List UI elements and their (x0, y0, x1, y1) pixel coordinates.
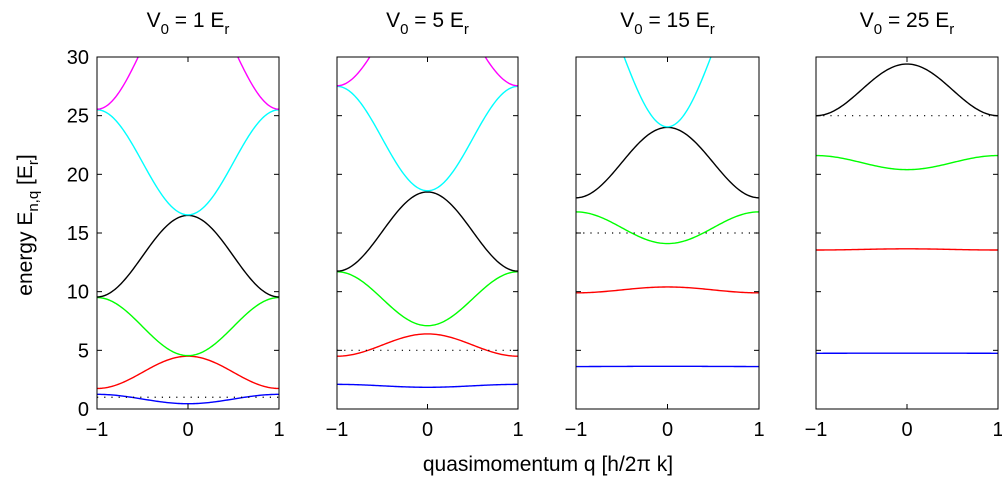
x-tick-label: 1 (753, 419, 764, 441)
band-6-line (337, 57, 518, 87)
y-tick-label: 0 (78, 399, 89, 421)
y-axis-label-unit-close: ] (14, 154, 37, 160)
axes-frame (575, 56, 760, 410)
panel-title: V0 = 25 Er (860, 9, 955, 38)
band-6-line (97, 57, 279, 110)
y-tick-label: 25 (67, 106, 89, 128)
band-4-line (576, 126, 759, 199)
y-tick-label: 5 (78, 340, 89, 362)
band-4-line (97, 214, 279, 298)
y-axis-label-unit-sub: r (25, 160, 42, 165)
panel-title: V0 = 15 Er (620, 9, 715, 38)
x-axis-label: quasimomentum q [h/2π k] (423, 453, 673, 476)
band-5-line (337, 85, 518, 192)
band-4-line (337, 191, 518, 272)
x-tick-label: 1 (512, 419, 523, 441)
band-curves (97, 57, 279, 405)
panel-v0-5: −1 0 1 V0 = 5 Er (326, 9, 524, 441)
y-tick-label: 20 (67, 164, 89, 186)
band-2-line (337, 333, 518, 357)
band-2-line (97, 355, 279, 390)
band-curves (816, 63, 998, 354)
band-4-line (816, 63, 998, 117)
y-tick-label: 15 (67, 223, 89, 245)
panel-title: V0 = 1 Er (147, 9, 230, 38)
x-tick-label: 0 (182, 419, 193, 441)
x-tick-label: −1 (565, 419, 588, 441)
band-3-line (816, 154, 998, 171)
axes-frame (336, 56, 519, 410)
band-2-line (576, 286, 759, 294)
band-2-line (816, 248, 998, 251)
band-curves (576, 57, 759, 368)
x-tick-label: −1 (326, 419, 349, 441)
band-1-line (97, 393, 279, 405)
panel-v0-15: −1 0 1 V0 = 15 Er (565, 9, 765, 441)
band-5-line (97, 109, 279, 216)
axes-frame (815, 56, 999, 410)
band-3-line (337, 271, 518, 327)
band-3-line (97, 296, 279, 357)
y-axis-label: energy En,q [Er] (14, 154, 42, 295)
panel-title: V0 = 5 Er (386, 9, 469, 38)
x-tick-label: 0 (901, 419, 912, 441)
band-3-line (576, 211, 759, 245)
y-axis-label-main: energy E (14, 212, 37, 296)
band-5-line (623, 57, 712, 128)
x-tick-label: 1 (992, 419, 1002, 441)
x-tick-label: 0 (662, 419, 673, 441)
y-tick-label: 10 (67, 282, 89, 304)
x-tick-label: 0 (422, 419, 433, 441)
band-curves (337, 57, 518, 388)
band-1-line (337, 383, 518, 388)
panel-v0-25: −1 0 1 V0 = 25 Er (805, 9, 1002, 441)
y-axis-label-sub: n,q (25, 191, 42, 212)
y-tick-label: 30 (67, 47, 89, 69)
y-axis-label-unit: [E (14, 165, 37, 191)
x-tick-label: 1 (273, 419, 284, 441)
x-tick-label: −1 (86, 419, 109, 441)
x-tick-label: −1 (805, 419, 828, 441)
